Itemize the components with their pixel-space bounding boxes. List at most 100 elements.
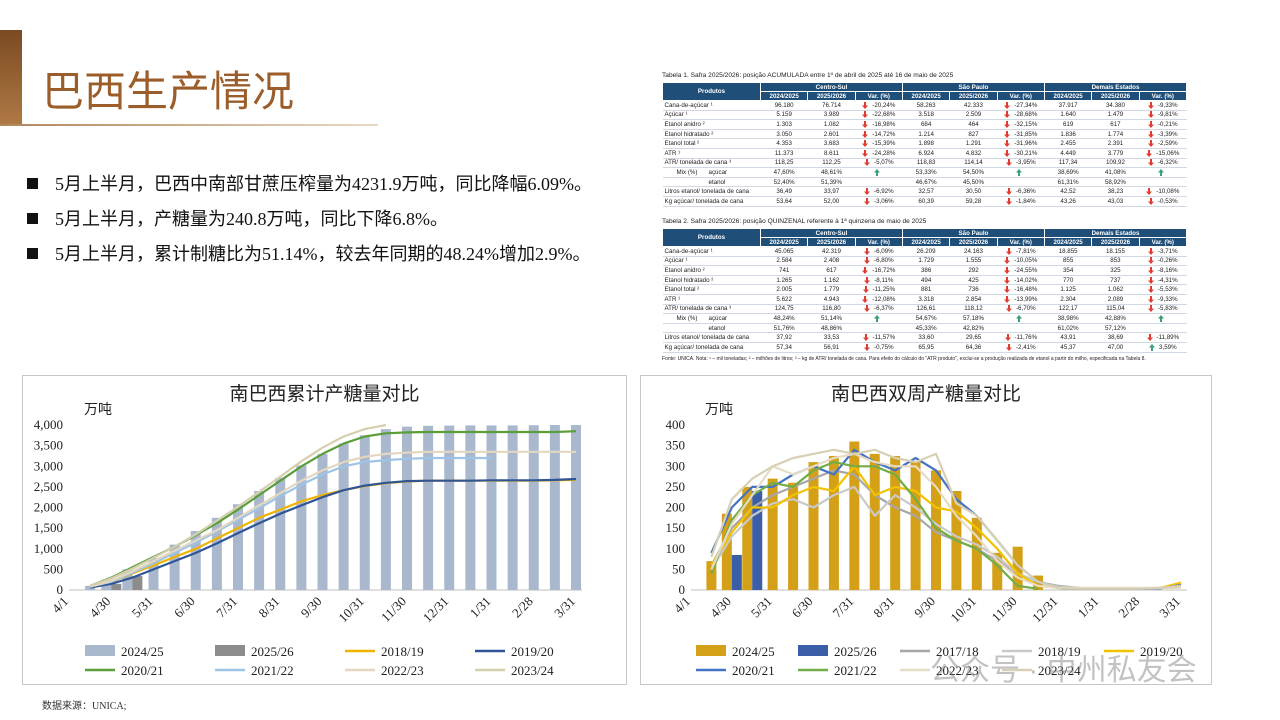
table-cell: 737: [1091, 275, 1140, 286]
bar: [296, 465, 307, 590]
cell-value: 52,00: [823, 197, 840, 205]
cell-value: -30,21%: [1014, 149, 1038, 157]
cell-value: 2.408: [823, 257, 840, 265]
trend-arrow: [1146, 149, 1153, 157]
table-cell: -11,89%: [1139, 332, 1187, 343]
table-cell: -6,92%: [855, 186, 903, 197]
table-cell: [1139, 167, 1187, 178]
x-tick-label: 1/31: [1074, 594, 1101, 621]
cell-value: 4.832: [965, 149, 982, 157]
header-row: Produtos Centro-Sul São Paulo Demais Estado…: [662, 228, 1188, 247]
trend-arrow-shape: [1004, 257, 1011, 265]
cell-value: 60,39: [918, 197, 934, 205]
header-cell: Var. (%): [1138, 237, 1188, 247]
bar: [275, 477, 286, 590]
bar: [869, 453, 880, 590]
table-cell: 425: [949, 275, 998, 286]
table-row: Etanol hidratado ² 1.265 1.162 -8,11% 494 425…: [662, 275, 1187, 286]
cell-value: 42.319: [822, 247, 841, 255]
trend-arrow-shape: [1148, 159, 1154, 167]
cell-value: 115,04: [1106, 305, 1125, 313]
table-cell: 57,12%: [1091, 323, 1140, 334]
watermark: 公众号 · 中州私友会: [930, 654, 1197, 687]
row-label: etanol: [662, 177, 761, 188]
x-tick-label: 6/30: [171, 594, 198, 621]
trend-arrow-shape: [864, 247, 871, 255]
table-cell: 117,34: [1044, 158, 1092, 169]
cell-value: 684: [920, 120, 932, 128]
table-cell: [997, 167, 1045, 178]
trend-arrow-shape: [1148, 247, 1154, 255]
trend-arrow-shape: [1004, 149, 1011, 157]
table-cell: 1.082: [807, 119, 856, 130]
trend-arrow-shape: [1006, 343, 1012, 351]
x-tick-label: 5/31: [129, 594, 156, 621]
table-cell: 2.391: [1091, 138, 1140, 149]
cell-value: -31,85%: [1014, 130, 1038, 138]
table-cell: 38,69%: [1044, 167, 1092, 178]
trend-arrow: [1004, 120, 1011, 128]
cell-value: 30,50: [965, 188, 982, 196]
table-cell: 115,04: [1091, 304, 1140, 315]
header-cell: Centro-Sul: [760, 82, 903, 92]
table-cell: 2.455: [1044, 138, 1092, 149]
table-cell: 354: [1044, 265, 1092, 276]
x-tick-label: 9/30: [911, 594, 938, 621]
legend-swatch: [798, 645, 828, 656]
mix-name: açúcar: [708, 314, 728, 322]
bar: [317, 453, 328, 590]
trend-arrow-shape: [862, 140, 869, 148]
table-cell: -5,83%: [1139, 304, 1187, 315]
cell-value: 464: [968, 120, 979, 128]
table-cell: 64,36: [949, 342, 998, 353]
trend-arrow: [864, 257, 871, 265]
cell-value: 1.291: [965, 140, 982, 148]
trend-arrow: [1006, 159, 1012, 167]
cell-value: 354: [1062, 266, 1074, 274]
table-cell: 33,60: [902, 332, 950, 343]
cell-value: 3.518: [918, 111, 934, 119]
cell-value: 112,25: [822, 159, 841, 167]
bar: [808, 462, 819, 590]
table-cell: 1.640: [1044, 110, 1092, 121]
table-cell: 1.265: [760, 275, 808, 286]
table-cell: -15,39%: [855, 138, 903, 149]
table-cell: 59,28: [949, 196, 998, 207]
cell-value: 45.065: [774, 247, 794, 255]
cell-value: 114,14: [964, 159, 983, 167]
header-cell: Produtos: [662, 82, 761, 101]
cell-value: 1.640: [1060, 111, 1076, 119]
bar: [910, 462, 921, 590]
header-cell: 2024/2025: [1043, 91, 1093, 101]
cell-value: 881: [920, 286, 932, 294]
table-cell: 827: [949, 129, 998, 140]
bar: [752, 491, 763, 590]
table-cell: 109,92: [1091, 158, 1140, 169]
trend-arrow: [1148, 130, 1154, 138]
table-cell: 112,25: [807, 158, 856, 169]
table-cell: -0,75%: [855, 342, 903, 353]
cell-value: 47,00: [1107, 343, 1124, 351]
header-cell: 2024/2025: [759, 91, 809, 101]
table-cell: -24,28%: [855, 148, 903, 159]
table-cell: 3,59%: [1139, 342, 1187, 353]
table-cell: 29,65: [949, 332, 998, 343]
y-tick-label: 3,000: [34, 458, 63, 473]
table-cell: 96.180: [760, 100, 808, 111]
trend-arrow: [862, 334, 869, 342]
trend-arrow-shape: [1004, 101, 1011, 109]
cell-value: -11,76%: [1014, 334, 1038, 342]
table-cell: -2,59%: [1139, 138, 1187, 149]
data-table: Tabela 1. Safra 2025/2026: posição ACUMU…: [662, 72, 1188, 207]
bar: [528, 425, 539, 590]
y-tick-label: 300: [666, 458, 686, 473]
bar: [890, 455, 901, 590]
trend-arrow: [864, 197, 871, 205]
table-row: Cana-de-açúcar ¹ 96.180 76.714 -20,24% 58.26…: [662, 100, 1187, 111]
header-cell: 2025/2026: [807, 91, 856, 101]
legend-label: 2022/23: [936, 663, 979, 678]
y-tick-label: 100: [666, 541, 686, 556]
header-cell: Var. (%): [1138, 91, 1188, 101]
